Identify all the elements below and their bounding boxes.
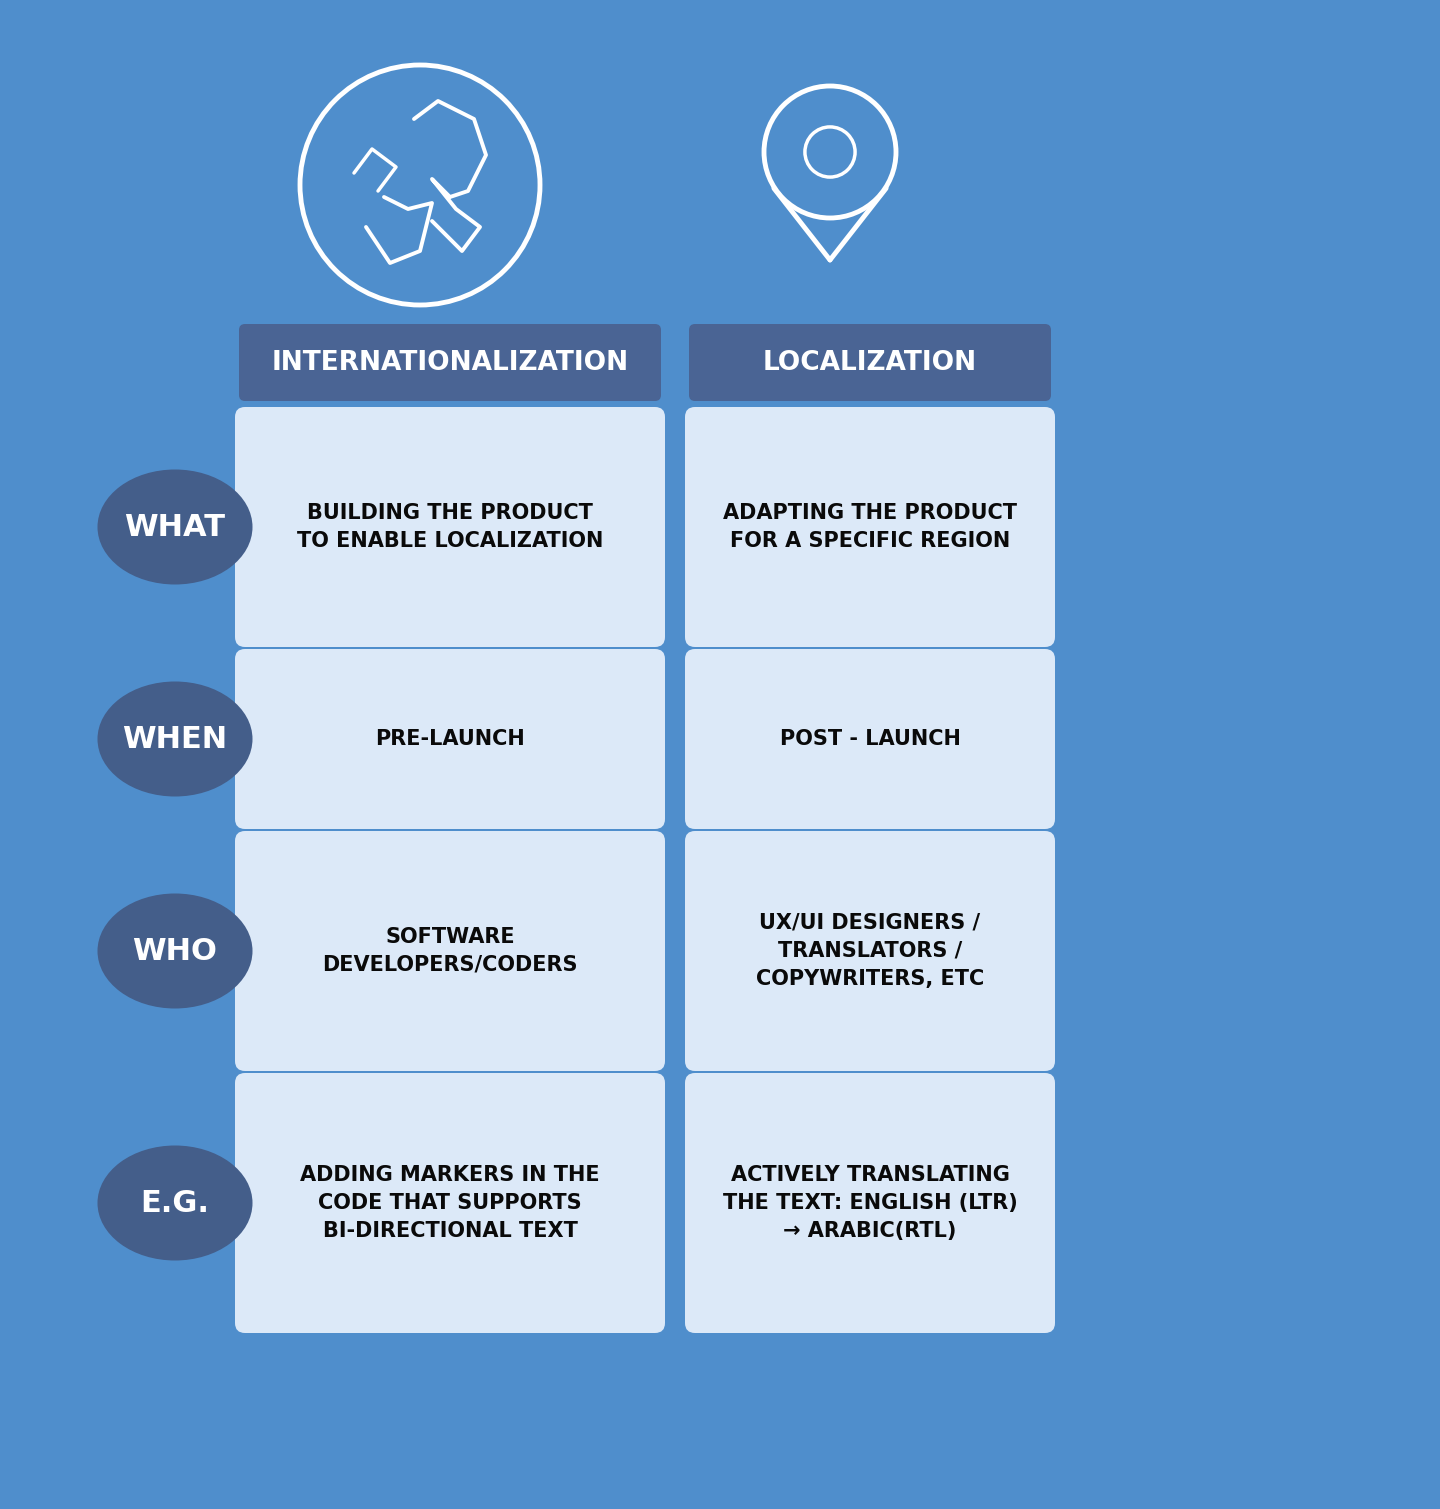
FancyBboxPatch shape: [235, 1073, 665, 1332]
Text: SOFTWARE
DEVELOPERS/CODERS: SOFTWARE DEVELOPERS/CODERS: [323, 927, 577, 975]
Ellipse shape: [98, 469, 252, 584]
Text: INTERNATIONALIZATION: INTERNATIONALIZATION: [271, 350, 629, 376]
Text: UX/UI DESIGNERS /
TRANSLATORS /
COPYWRITERS, ETC: UX/UI DESIGNERS / TRANSLATORS / COPYWRIT…: [756, 913, 984, 988]
FancyBboxPatch shape: [685, 649, 1056, 828]
FancyBboxPatch shape: [235, 407, 665, 647]
Text: WHEN: WHEN: [122, 724, 228, 753]
FancyBboxPatch shape: [685, 1073, 1056, 1332]
Text: ADDING MARKERS IN THE
CODE THAT SUPPORTS
BI-DIRECTIONAL TEXT: ADDING MARKERS IN THE CODE THAT SUPPORTS…: [300, 1165, 600, 1240]
Text: POST - LAUNCH: POST - LAUNCH: [779, 729, 960, 748]
Ellipse shape: [98, 893, 252, 1008]
Text: PRE-LAUNCH: PRE-LAUNCH: [376, 729, 524, 748]
Ellipse shape: [98, 682, 252, 797]
Text: BUILDING THE PRODUCT
TO ENABLE LOCALIZATION: BUILDING THE PRODUCT TO ENABLE LOCALIZAT…: [297, 502, 603, 551]
Text: WHO: WHO: [132, 937, 217, 966]
Text: LOCALIZATION: LOCALIZATION: [763, 350, 978, 376]
Text: ACTIVELY TRANSLATING
THE TEXT: ENGLISH (LTR)
→ ARABIC(RTL): ACTIVELY TRANSLATING THE TEXT: ENGLISH (…: [723, 1165, 1018, 1240]
Text: E.G.: E.G.: [141, 1189, 209, 1218]
Ellipse shape: [98, 1145, 252, 1260]
FancyBboxPatch shape: [688, 324, 1051, 401]
Text: WHAT: WHAT: [124, 513, 226, 542]
FancyBboxPatch shape: [235, 831, 665, 1071]
FancyBboxPatch shape: [239, 324, 661, 401]
Text: ADAPTING THE PRODUCT
FOR A SPECIFIC REGION: ADAPTING THE PRODUCT FOR A SPECIFIC REGI…: [723, 502, 1017, 551]
FancyBboxPatch shape: [235, 649, 665, 828]
FancyBboxPatch shape: [685, 407, 1056, 647]
FancyBboxPatch shape: [685, 831, 1056, 1071]
